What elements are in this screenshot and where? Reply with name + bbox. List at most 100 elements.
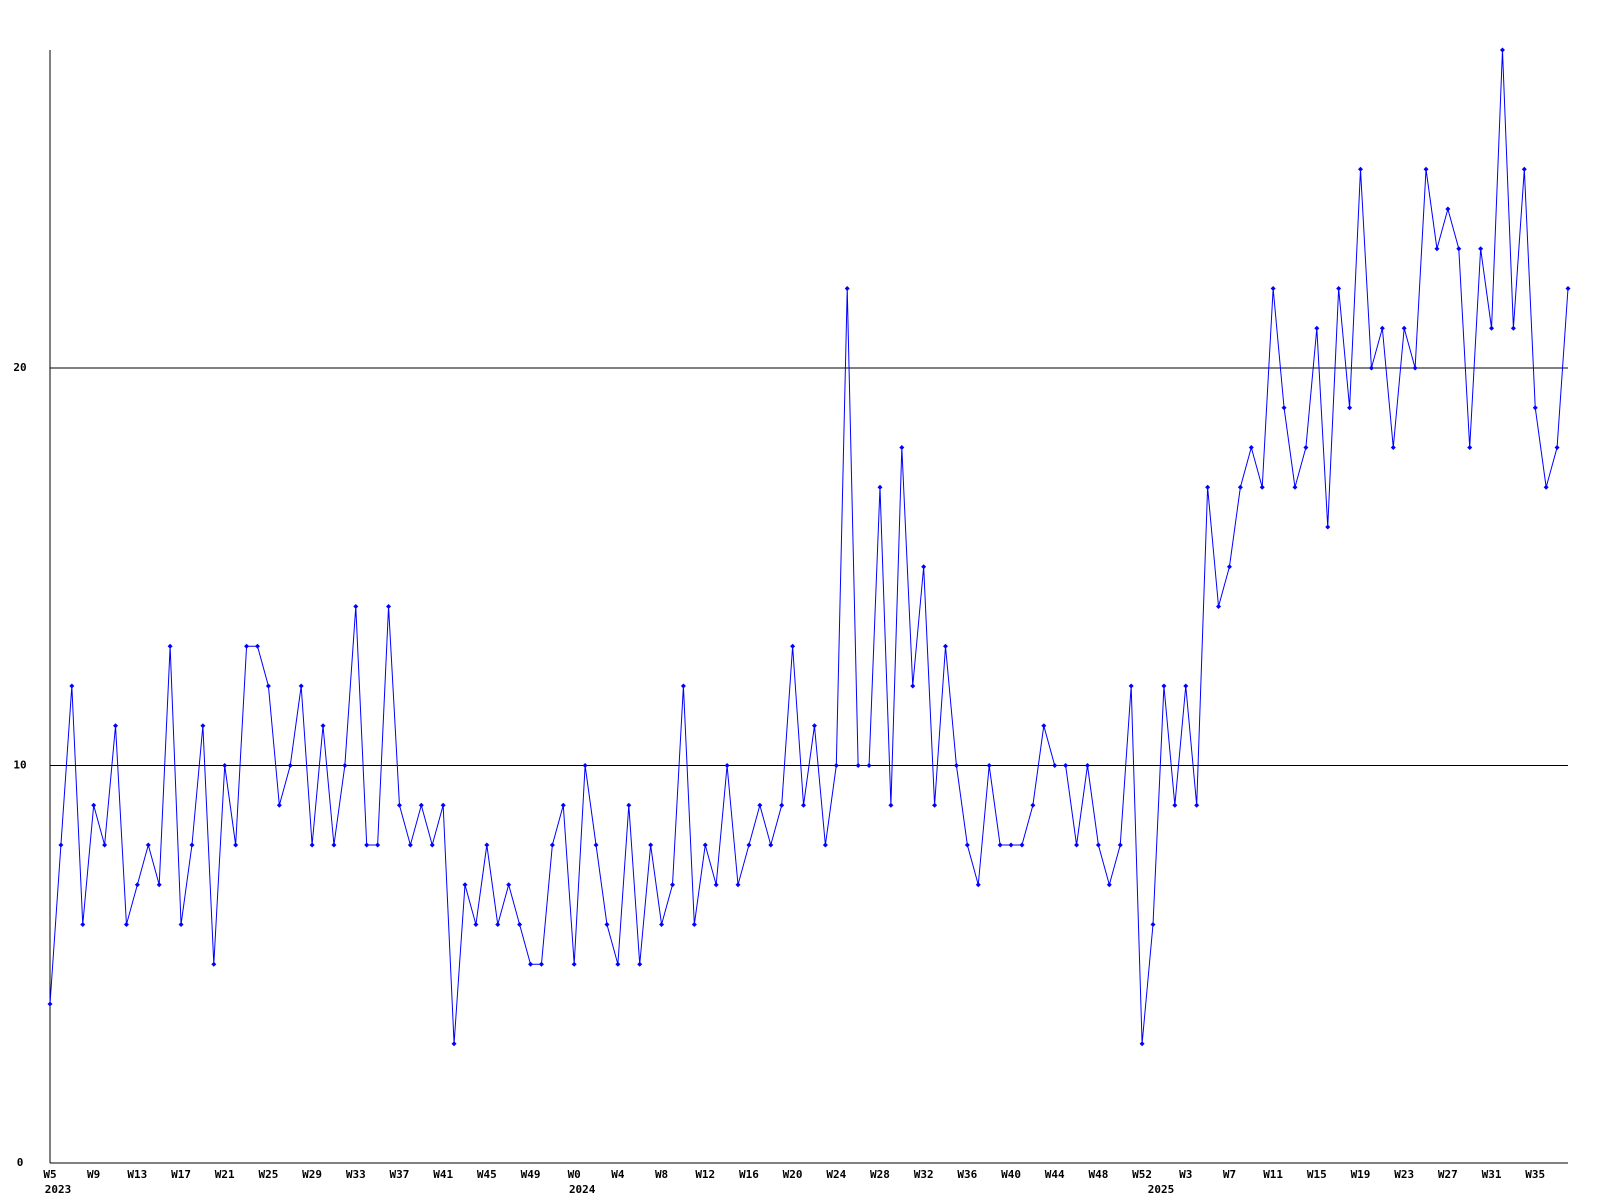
data-point	[1314, 325, 1320, 331]
data-point	[113, 723, 119, 729]
data-point	[1467, 445, 1473, 450]
data-point	[822, 842, 828, 848]
data-point	[1074, 842, 1080, 848]
data-point	[1030, 802, 1036, 808]
data-point	[451, 1041, 457, 1047]
data-point	[637, 961, 643, 967]
data-point	[47, 1001, 53, 1007]
data-point	[975, 882, 981, 888]
data-point	[1565, 286, 1571, 291]
data-point	[418, 802, 424, 808]
x-tick-label: W25	[258, 1168, 278, 1181]
data-point	[571, 961, 577, 967]
data-point	[1379, 325, 1385, 331]
x-tick-label: W7	[1223, 1168, 1236, 1181]
data-point	[549, 842, 555, 848]
x-tick-label: W49	[521, 1168, 541, 1181]
data-point	[997, 842, 1003, 848]
data-point	[1183, 683, 1189, 689]
data-point	[1161, 683, 1167, 689]
x-tick-label: W37	[390, 1168, 410, 1181]
data-point	[1532, 405, 1538, 411]
data-point	[320, 723, 326, 729]
data-point	[287, 763, 293, 768]
x-tick-label: W8	[655, 1168, 668, 1181]
data-point	[986, 763, 992, 768]
data-point	[331, 842, 337, 848]
data-point	[1303, 445, 1309, 450]
x-tick-label: W17	[171, 1168, 191, 1181]
data-point	[702, 842, 708, 848]
data-point	[396, 802, 402, 808]
x-tick-label: W19	[1351, 1168, 1371, 1181]
data-point	[943, 643, 949, 649]
data-point	[888, 802, 894, 808]
y-tick-label: 10	[13, 759, 26, 772]
data-point	[69, 683, 75, 689]
data-point	[953, 763, 959, 768]
x-year-label: 2024	[569, 1183, 596, 1196]
data-point	[156, 882, 162, 888]
data-point	[1510, 325, 1516, 331]
data-point	[1358, 166, 1364, 172]
x-tick-label: W0	[568, 1168, 581, 1181]
data-point	[801, 802, 807, 808]
data-point	[680, 683, 686, 689]
data-line	[49, 49, 1569, 1044]
x-year-label: 2023	[45, 1183, 72, 1196]
data-point	[1445, 206, 1451, 212]
data-point	[1216, 604, 1222, 609]
data-point	[833, 763, 839, 768]
data-point	[80, 922, 86, 927]
x-tick-label: W36	[957, 1168, 977, 1181]
data-point	[123, 922, 129, 927]
x-tick-label: W4	[611, 1168, 625, 1181]
data-point	[200, 723, 206, 729]
data-point	[1041, 723, 1047, 729]
data-point	[921, 564, 927, 570]
x-tick-label: W40	[1001, 1168, 1021, 1181]
x-tick-label: W52	[1132, 1168, 1152, 1181]
data-point	[244, 643, 250, 649]
x-tick-label: W44	[1045, 1168, 1065, 1181]
x-tick-label: W13	[127, 1168, 147, 1181]
data-point	[407, 842, 413, 848]
data-point	[473, 922, 479, 927]
data-point	[1456, 246, 1462, 252]
y-tick-label: 20	[13, 361, 26, 374]
data-point	[1019, 842, 1025, 848]
data-point	[735, 882, 741, 888]
data-point	[560, 802, 566, 808]
data-point	[298, 683, 304, 689]
data-point	[659, 922, 665, 927]
data-point	[1205, 484, 1211, 490]
data-point	[309, 842, 315, 848]
data-point	[178, 922, 184, 927]
data-point	[1412, 365, 1418, 371]
data-point	[1270, 286, 1276, 291]
data-point	[265, 683, 271, 689]
data-point	[1336, 286, 1342, 291]
data-point	[1248, 445, 1254, 450]
data-point	[582, 763, 588, 768]
data-point	[538, 961, 544, 967]
data-point	[757, 802, 763, 808]
data-point	[691, 922, 697, 927]
data-point	[713, 882, 719, 888]
data-point	[342, 763, 348, 768]
data-point	[593, 842, 599, 848]
data-point	[746, 842, 752, 848]
data-point	[1139, 1041, 1145, 1047]
x-tick-label: W33	[346, 1168, 366, 1181]
data-point	[462, 882, 468, 888]
data-point	[768, 842, 774, 848]
data-point	[1172, 802, 1178, 808]
x-tick-label: W31	[1482, 1168, 1502, 1181]
data-point	[626, 802, 632, 808]
data-point	[233, 842, 239, 848]
data-point	[1259, 484, 1265, 490]
x-tick-label: W23	[1394, 1168, 1414, 1181]
data-point	[1226, 564, 1232, 570]
data-point	[724, 763, 730, 768]
x-tick-label: W15	[1307, 1168, 1327, 1181]
